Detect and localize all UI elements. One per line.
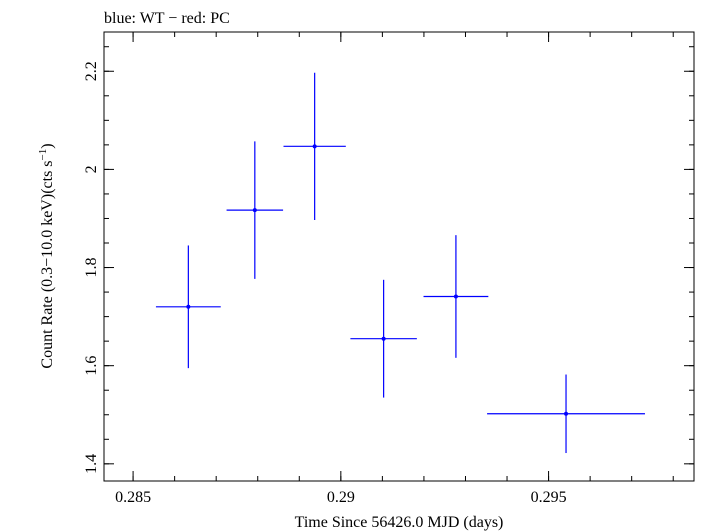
y-tick-label: 2.2 (83, 61, 100, 81)
axis-ticks: 0.285 0.29 0.295 1.4 1.6 1.8 2 2.2 (83, 32, 694, 506)
y-tick-label: 1.6 (83, 356, 100, 376)
data-point (381, 336, 386, 341)
x-tick-label: 0.285 (115, 489, 151, 506)
data-point (453, 294, 458, 299)
y-axis-label-close: ) (39, 143, 56, 148)
data-point (252, 208, 257, 213)
x-tick-label: 0.295 (531, 489, 567, 506)
y-axis-label-exponent: −1 (37, 149, 49, 161)
x-axis-label: Time Since 56426.0 MJD (days) (295, 514, 504, 531)
data-point (186, 304, 191, 309)
y-tick-label: 1.8 (83, 258, 100, 278)
data-point (564, 411, 569, 416)
data-series (155, 72, 645, 454)
y-tick-label: 2 (83, 165, 100, 173)
plot-frame (103, 31, 695, 482)
chart-title: blue: WT − red: PC (104, 10, 230, 27)
y-tick-label: 1.4 (83, 454, 100, 474)
data-point (312, 144, 317, 149)
y-axis-label-main: Count Rate (0.3−10.0 keV)(cts s (39, 160, 56, 368)
x-tick-label: 0.29 (327, 489, 355, 506)
y-axis-label: Count Rate (0.3−10.0 keV)(cts s−1) (37, 143, 56, 368)
